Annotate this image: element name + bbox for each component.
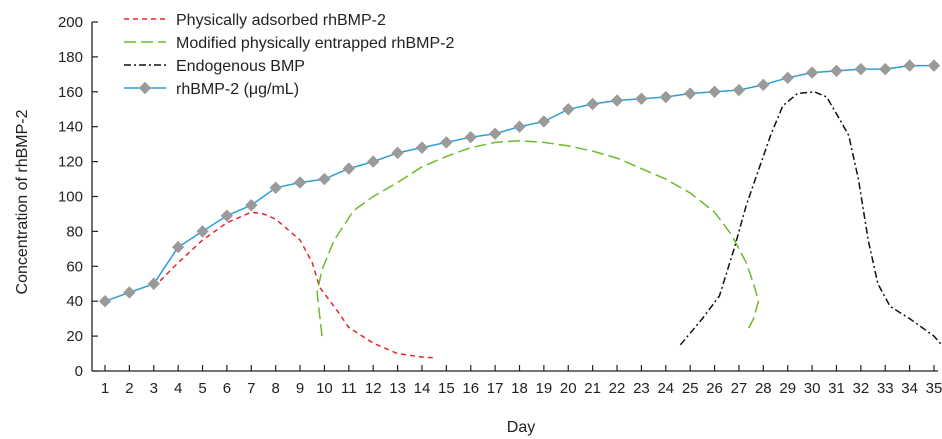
data-point <box>318 172 331 186</box>
series-line-1 <box>153 211 435 359</box>
data-point <box>123 286 136 299</box>
data-point <box>683 87 697 100</box>
y-tick-label: 180 <box>58 49 83 66</box>
x-tick-label: 23 <box>633 380 650 397</box>
data-point <box>903 59 916 72</box>
x-tick-label: 15 <box>438 380 455 397</box>
x-tick-label: 16 <box>462 380 479 397</box>
plot-area <box>98 59 942 359</box>
y-axis-title: Concentration of rhBMP-2 <box>14 109 31 294</box>
x-tick-label: 7 <box>247 380 255 397</box>
x-tick-label: 26 <box>706 380 723 397</box>
data-point <box>757 78 770 92</box>
x-tick-label: 4 <box>174 380 182 397</box>
x-tick-label: 33 <box>877 380 894 397</box>
series-line-2 <box>316 139 760 337</box>
x-tick-label: 13 <box>389 380 406 397</box>
x-tick-label: 1 <box>101 380 109 397</box>
x-tick-label: 10 <box>316 380 333 397</box>
x-tick-label: 20 <box>560 380 577 397</box>
x-tick-label: 2 <box>125 380 133 397</box>
data-point <box>415 141 429 154</box>
data-point <box>927 59 941 72</box>
data-point <box>659 90 673 104</box>
data-point <box>220 209 234 222</box>
x-tick-label: 31 <box>828 380 845 397</box>
x-tick-label: 5 <box>198 380 206 397</box>
x-tick-label: 29 <box>779 380 796 397</box>
data-point <box>245 199 258 212</box>
x-tick-label: 18 <box>511 380 528 397</box>
x-tick-label: 30 <box>804 380 821 397</box>
legend-marker <box>138 81 152 95</box>
y-tick-label: 200 <box>58 14 83 31</box>
x-tick-label: 21 <box>584 380 601 397</box>
legend-label-2: Modified physically entrapped rhBMP-2 <box>176 35 454 52</box>
data-point <box>537 115 551 128</box>
x-tick-label: 8 <box>272 380 280 397</box>
legend-label-4: rhBMP-2 (μg/mL) <box>176 81 299 98</box>
y-tick-label: 40 <box>66 293 83 310</box>
x-tick-label: 25 <box>682 380 699 397</box>
series-line-3 <box>679 91 942 347</box>
data-point <box>513 120 526 133</box>
y-tick-label: 100 <box>58 189 83 206</box>
x-tick-label: 9 <box>296 380 304 397</box>
series-line-4 <box>104 64 934 302</box>
data-point <box>562 103 575 116</box>
x-tick-label: 14 <box>414 380 431 397</box>
y-tick-label: 20 <box>66 328 83 345</box>
data-point <box>586 97 599 111</box>
legend: Physically adsorbed rhBMP-2 Modified phys… <box>124 12 454 98</box>
x-tick-label: 17 <box>487 380 504 397</box>
y-tick-label: 160 <box>58 84 83 101</box>
data-point <box>732 83 746 97</box>
x-tick-label: 34 <box>901 380 918 397</box>
data-point <box>391 146 404 160</box>
x-tick-label: 24 <box>657 380 674 397</box>
data-point <box>781 71 794 85</box>
data-point <box>171 240 185 254</box>
x-tick-label: 35 <box>926 380 942 397</box>
data-point <box>610 94 624 107</box>
data-point <box>830 64 843 78</box>
data-point <box>635 92 648 105</box>
x-tick-label: 28 <box>755 380 772 397</box>
data-point <box>98 294 112 308</box>
data-point <box>293 176 307 189</box>
data-point <box>854 62 868 76</box>
x-tick-label: 19 <box>536 380 553 397</box>
data-point <box>464 130 477 144</box>
x-tick-label: 27 <box>731 380 748 397</box>
data-point <box>196 225 209 238</box>
y-tick-label: 80 <box>66 223 83 240</box>
x-tick-label: 6 <box>223 380 231 397</box>
data-point <box>879 62 892 76</box>
x-tick-label: 22 <box>609 380 626 397</box>
y-tick-label: 120 <box>58 154 83 171</box>
y-tick-label: 0 <box>75 363 83 380</box>
x-tick-label: 12 <box>365 380 382 397</box>
data-point <box>342 162 356 175</box>
data-point <box>440 136 453 149</box>
data-point <box>805 66 819 79</box>
data-point <box>269 181 282 194</box>
y-tick-label: 140 <box>58 119 83 136</box>
data-point <box>366 155 380 168</box>
x-axis-title: Day <box>507 419 535 436</box>
y-tick-label: 60 <box>66 258 83 275</box>
x-tick-label: 32 <box>853 380 870 397</box>
x-tick-label: 3 <box>150 380 158 397</box>
data-point <box>147 277 160 290</box>
x-tick-label: 11 <box>341 380 357 397</box>
data-point <box>708 85 721 99</box>
legend-label-1: Physically adsorbed rhBMP-2 <box>176 12 386 29</box>
data-point <box>488 127 502 140</box>
legend-label-3: Endogenous BMP <box>176 58 305 75</box>
